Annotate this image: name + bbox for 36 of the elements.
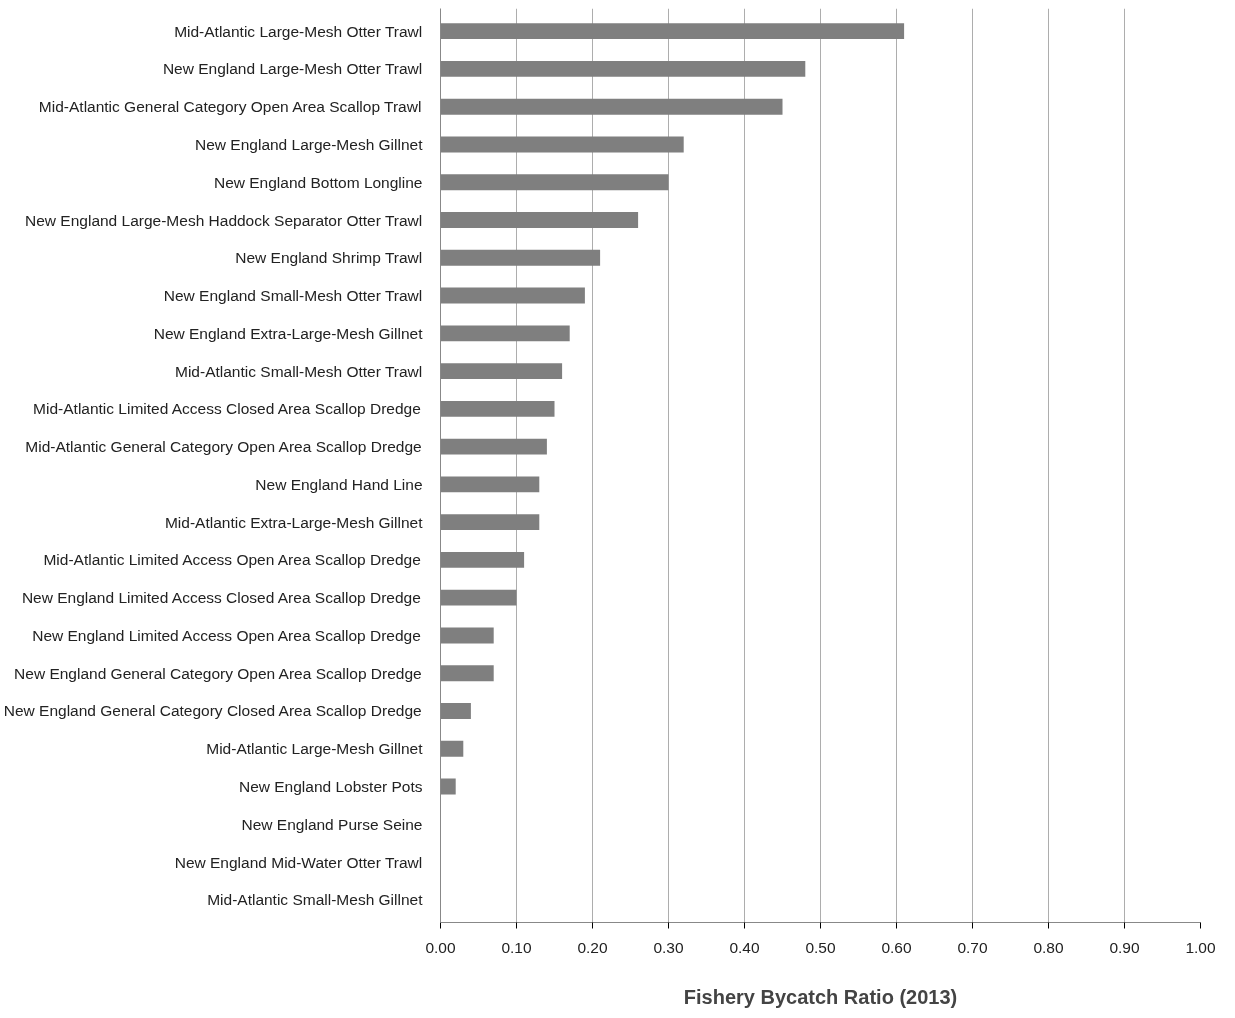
x-tick-label: 0.70 <box>957 938 988 956</box>
y-tick-label: Mid-Atlantic Limited Access Open Area Scallop Dredge <box>43 551 421 569</box>
y-tick-label: New England Shrimp Trawl <box>235 249 423 267</box>
x-tick-label: 0.80 <box>1033 938 1064 956</box>
y-tick-label: New England Mid-Water Otter Trawl <box>174 853 423 871</box>
y-tick-label: New England Limited Access Open Area Scallop Dredge <box>32 626 421 644</box>
y-tick-label: New England General Category Closed Area Scallop Dredge <box>3 702 422 720</box>
x-tick-label: 0.20 <box>577 938 608 956</box>
y-tick-label: New England Bottom Longline <box>213 173 423 191</box>
y-tick-label: New England Small-Mesh Otter Trawl <box>163 287 423 305</box>
y-tick-label: Mid-Atlantic Large-Mesh Gillnet <box>206 740 424 758</box>
y-tick-label: New England Purse Seine <box>241 815 423 833</box>
x-tick-label: 0.00 <box>425 938 456 956</box>
y-tick-label: New England Hand Line <box>255 475 423 493</box>
x-tick-label: 0.10 <box>501 938 532 956</box>
y-tick-label: Mid-Atlantic Small-Mesh Otter Trawl <box>175 362 423 380</box>
y-tick-label: Mid-Atlantic Large-Mesh Otter Trawl <box>174 22 423 40</box>
x-tick-label: 0.90 <box>1109 938 1140 956</box>
y-tick-label: Mid-Atlantic General Category Open Area Scallop Trawl <box>38 98 422 116</box>
y-tick-label: Mid-Atlantic Limited Access Closed Area Scallop Dredge <box>33 400 421 418</box>
y-tick-label: Mid-Atlantic Small-Mesh Gillnet <box>207 891 424 909</box>
y-tick-label: New England General Category Open Area Scallop Dredge <box>14 664 422 682</box>
y-tick-label: New England Large-Mesh Otter Trawl <box>162 60 423 78</box>
x-tick-label: 0.40 <box>729 938 760 956</box>
x-tick-label: 1.00 <box>1185 938 1216 956</box>
y-tick-label: New England Extra-Large-Mesh Gillnet <box>153 324 424 342</box>
y-tick-label: Mid-Atlantic General Category Open Area Scallop Dredge <box>25 438 422 456</box>
x-tick-label: 0.50 <box>805 938 836 956</box>
y-tick-label: New England Limited Access Closed Area Scallop Dredge <box>21 589 421 607</box>
y-tick-label: New England Lobster Pots <box>238 778 423 796</box>
x-axis-title: Fishery Bycatch Ratio (2013) <box>683 985 958 1008</box>
y-tick-label: Mid-Atlantic Extra-Large-Mesh Gillnet <box>164 513 424 531</box>
y-tick-label: New England Large-Mesh Gillnet <box>195 135 424 153</box>
y-tick-label: New England Large-Mesh Haddock Separator Otter Trawl <box>25 211 423 229</box>
x-tick-label: 0.60 <box>881 938 912 956</box>
x-tick-label: 0.30 <box>653 938 684 956</box>
